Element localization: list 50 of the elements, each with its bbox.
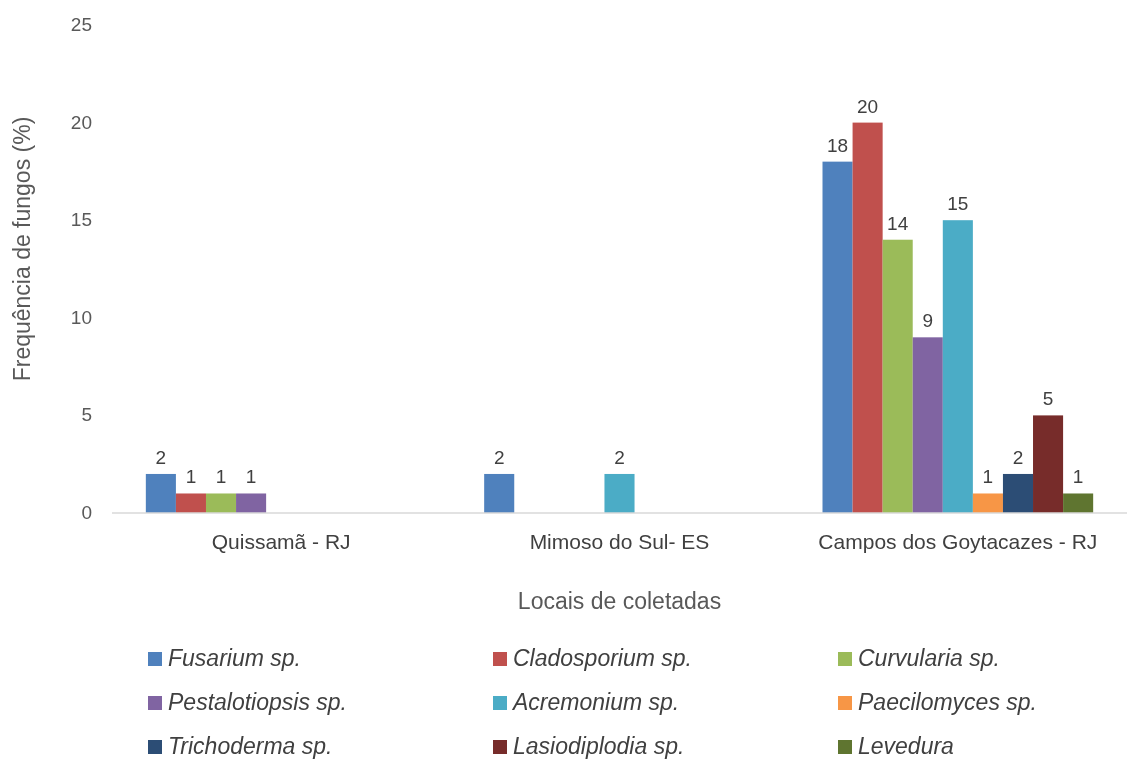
data-label: 2 bbox=[1012, 446, 1024, 468]
bar bbox=[822, 161, 853, 513]
bar bbox=[205, 493, 237, 513]
bar bbox=[1033, 415, 1064, 513]
bar bbox=[972, 493, 1003, 513]
data-label: 1 bbox=[185, 466, 197, 488]
bar bbox=[912, 337, 943, 513]
y-tick-label: 15 bbox=[70, 209, 92, 231]
legend-label: Cladosporium sp. bbox=[513, 645, 692, 671]
legend-label: Curvularia sp. bbox=[858, 645, 1000, 671]
data-label: 20 bbox=[857, 95, 879, 117]
bar bbox=[942, 220, 973, 513]
data-label: 5 bbox=[1042, 388, 1054, 410]
data-label: 1 bbox=[1072, 466, 1084, 488]
data-label: 1 bbox=[982, 466, 994, 488]
data-label: 14 bbox=[887, 212, 909, 234]
legend-label: Paecilomyces sp. bbox=[858, 689, 1037, 715]
data-label: 9 bbox=[922, 310, 934, 332]
bar bbox=[145, 473, 176, 513]
bar bbox=[1063, 493, 1094, 513]
legend-label: Trichoderma sp. bbox=[168, 733, 333, 759]
legend-label: Lasiodiplodia sp. bbox=[513, 733, 685, 759]
y-tick-label: 25 bbox=[70, 14, 92, 35]
data-label: 2 bbox=[493, 446, 505, 468]
x-tick-label: Quissamã - RJ bbox=[211, 530, 351, 553]
data-label: 2 bbox=[155, 446, 167, 468]
bar bbox=[236, 493, 267, 513]
bar bbox=[484, 473, 515, 513]
y-tick-label: 5 bbox=[81, 404, 92, 426]
data-label: 18 bbox=[826, 134, 849, 156]
x-axis-title: Locais de coletadas bbox=[517, 588, 722, 614]
bar bbox=[175, 493, 206, 513]
bar bbox=[604, 473, 635, 513]
bar bbox=[852, 122, 883, 513]
bar bbox=[882, 239, 913, 513]
legend-label: Fusarium sp. bbox=[168, 645, 301, 671]
x-tick-label: Campos dos Goytacazes - RJ bbox=[818, 530, 1098, 553]
legend-label: Levedura bbox=[858, 733, 954, 759]
data-label: 1 bbox=[215, 466, 227, 488]
y-tick-label: 20 bbox=[70, 111, 92, 133]
data-label: 2 bbox=[614, 446, 625, 468]
y-tick-label: 10 bbox=[70, 306, 92, 328]
x-tick-label: Mimoso do Sul- ES bbox=[529, 530, 710, 553]
legend-label: Pestalotiopsis sp. bbox=[168, 689, 347, 715]
legend-label: Acremonium sp. bbox=[511, 689, 680, 715]
y-tick-label: 0 bbox=[81, 502, 92, 523]
data-label: 15 bbox=[947, 193, 969, 215]
data-label: 1 bbox=[245, 466, 257, 488]
y-axis-title: Frequência de fungos (%) bbox=[9, 116, 35, 382]
bar bbox=[1002, 473, 1034, 513]
